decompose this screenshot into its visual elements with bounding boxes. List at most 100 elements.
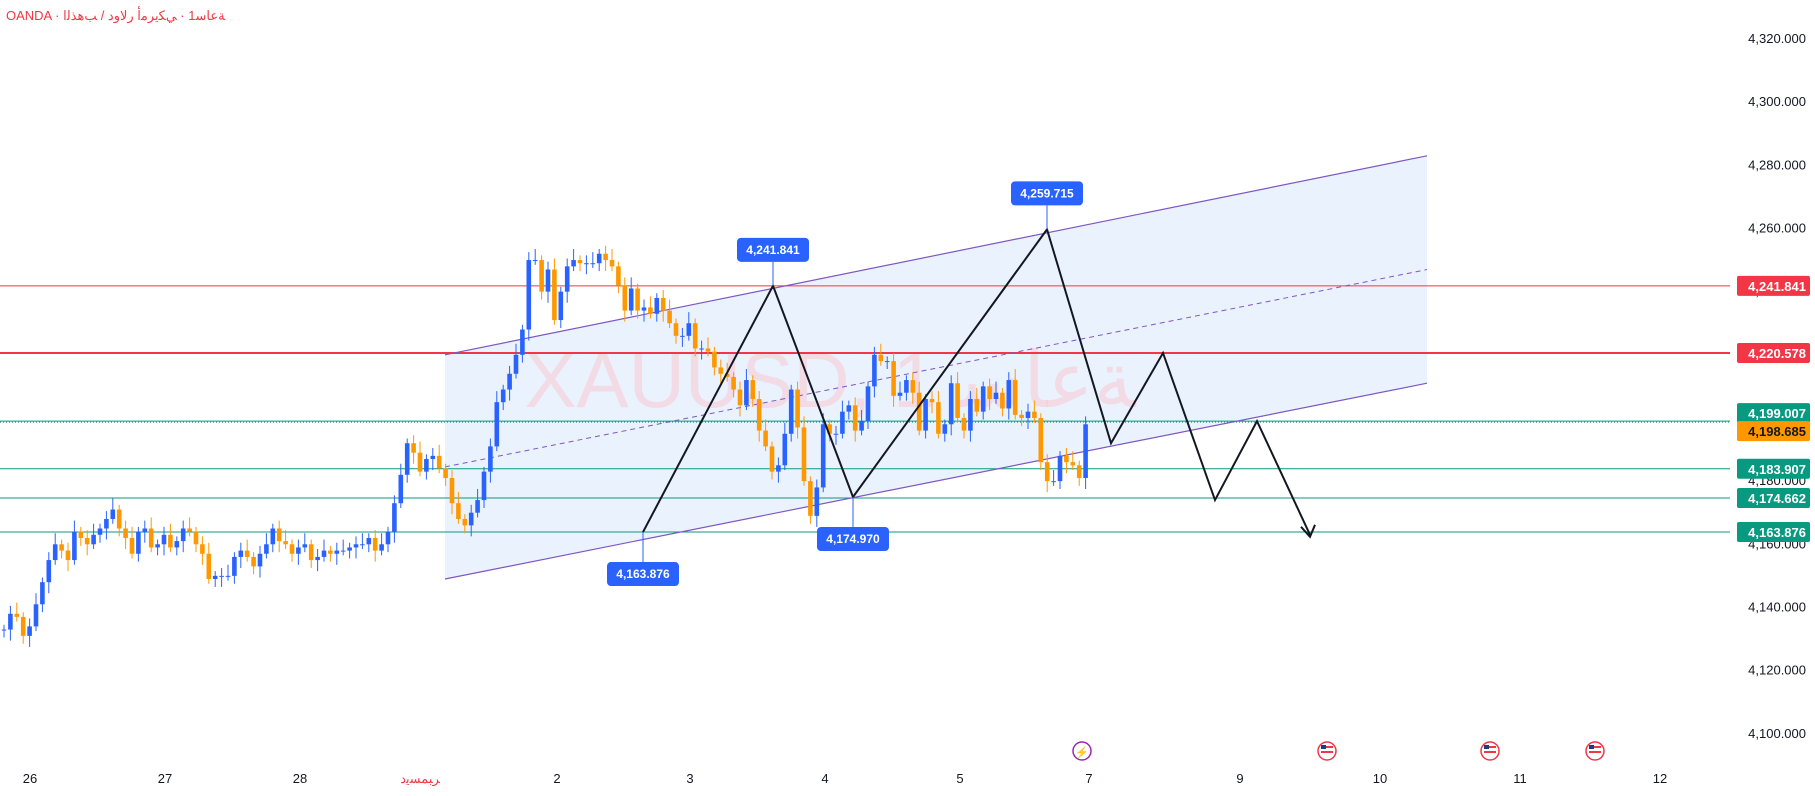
pivot-label-box [737,237,809,262]
candle-body [558,291,564,321]
price-tag [1737,421,1810,442]
y-tick-label: 4,300.000 [1748,94,1806,109]
candle-body [520,329,525,355]
x-tick-label: 12 [1653,771,1667,786]
candle-body [155,544,160,548]
candle-body [142,528,148,532]
flag-canton [1321,745,1326,749]
flag-canton [1484,745,1489,749]
candle-body [648,307,653,314]
price-tag-label: 4,174.662 [1748,491,1806,506]
candle-body [174,541,180,548]
pivot-label: 4,259.715 [1020,186,1074,200]
candle-body [756,399,762,431]
candle-body [193,531,199,545]
channel-upper-line[interactable] [444,155,1428,356]
candle-body [436,455,442,469]
price-tag [1737,403,1810,424]
candle-body [123,528,128,538]
candle-body [321,550,327,557]
candle-body [328,550,333,554]
x-tick-label: 5 [956,771,963,786]
candle-body [737,389,743,406]
candle-body [654,297,660,314]
price-tag-label: 4,183.907 [1748,462,1806,477]
flag-stripe [1321,751,1333,753]
channel-mid-line[interactable] [444,269,1428,468]
x-tick-label: 3 [686,771,693,786]
pivot-label-box [817,527,889,552]
candle-body [78,531,84,538]
price-tag-label: 4,163.876 [1748,525,1806,540]
candle-body [539,260,544,292]
x-tick-label: 26 [23,771,37,786]
pivot-label: 4,241.841 [746,243,800,257]
candle-body [897,392,903,396]
candle-body [577,260,583,264]
candle-body [72,531,77,561]
candle-body [1064,455,1069,463]
flag-stripe [1484,746,1496,748]
channel-lower-line[interactable] [444,382,1428,580]
candle-body [891,361,896,396]
candle-body [276,528,282,542]
price-tag-label: 4,220.578 [1748,346,1806,361]
candle-body [168,534,173,548]
candle-body [104,519,109,529]
candle-body [763,430,768,447]
candle-body [526,260,532,330]
candle-body [1083,424,1088,478]
y-tick-label: 4,120.000 [1748,663,1806,678]
candle-body [987,386,992,400]
candle-body [731,376,736,390]
candle-body [660,297,666,311]
price-tag-label: 4,198.685 [1748,424,1806,439]
flag-stripe [1589,746,1601,748]
candle-body [225,575,231,577]
candle-body [1038,417,1044,463]
price-tag [1737,487,1810,508]
pattern-path[interactable] [642,227,1311,536]
candle-body [308,544,314,561]
flag-stripe [1321,746,1333,748]
candle-body [1051,481,1056,483]
candle-body [788,389,794,434]
candle-body [916,392,922,431]
candle-body [673,323,679,336]
candle-body [929,399,935,403]
candle-body [65,550,71,561]
candle-body [33,604,39,627]
candle-body [1044,462,1050,482]
candle-body [385,531,391,545]
candle-body [40,582,45,605]
candle-body [942,424,948,434]
candle-body [859,421,864,431]
candle-body [468,512,474,526]
candle-body [993,392,999,400]
candle-body [379,544,384,551]
pivot-label: 4,163.876 [616,567,670,581]
pivot-label: 4,174.970 [826,532,880,546]
candle-body [1025,411,1031,418]
candle-body [1,629,7,631]
candle-body [1076,465,1082,478]
candle-body [404,443,410,475]
lightning-icon[interactable] [1072,741,1092,761]
candle-body [1000,392,1005,409]
candle-body [980,386,986,412]
candle-body [910,380,916,393]
candle-body [315,556,320,561]
candle-body [616,266,621,286]
candle-body [481,471,487,501]
candle-body [584,263,589,265]
candle-body [814,487,820,516]
candle-body [449,477,455,504]
candle-body [552,269,557,321]
candle-body [238,550,244,557]
candle-body [347,547,352,551]
candle-body [500,389,506,403]
x-tick-label: 11 [1513,771,1527,786]
x-tick-label: 27 [158,771,172,786]
